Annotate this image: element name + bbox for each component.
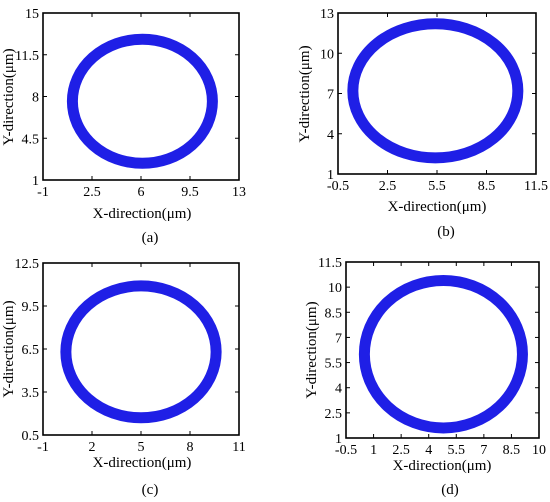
y-tick-label: 7 [327, 88, 334, 103]
x-tick-label: -0.5 [335, 443, 357, 458]
x-tick-label: 8.5 [478, 179, 496, 194]
x-tick-label: 2.5 [83, 185, 101, 200]
x-tick-label: 5.5 [448, 443, 466, 458]
y-tick-label: 4.5 [22, 132, 40, 147]
y-tick-label: 13 [320, 7, 334, 22]
y-tick-label: 10 [320, 47, 334, 62]
panel-label: (a) [142, 230, 159, 246]
x-tick-label: -0.5 [327, 179, 349, 194]
x-tick-label: 6 [138, 185, 145, 200]
y-tick-label: 2.5 [325, 407, 343, 422]
y-axis-label: Y-direction(μm) [1, 300, 17, 397]
axes-frame [42, 262, 240, 436]
x-tick-label: 5.5 [428, 179, 446, 194]
y-tick-label: 8 [32, 91, 39, 106]
y-tick-label: 15 [25, 7, 39, 22]
subplot-4: -0.5 1 2.5 4 5.5 7 8.5 1012.545.578.51011.5X-di… [304, 256, 546, 498]
subplot-1: -1 2.5 6 9.5 13 1 4.5 8 11.5 15 X-direction(μm) Y-d… [1, 7, 246, 246]
y-tick-label: 11.5 [15, 49, 39, 64]
panel-label: (c) [142, 482, 159, 498]
x-tick-label: 8 [187, 440, 194, 455]
axes-frame [345, 261, 540, 439]
x-axis-label: X-direction(μm) [393, 458, 492, 474]
y-tick-label: 1 [335, 432, 342, 447]
x-tick-label: 7 [480, 443, 487, 458]
trajectory-ring [347, 18, 524, 164]
x-tick-label: 2 [89, 440, 96, 455]
trajectory-ring [66, 33, 218, 169]
y-tick-label: 0.5 [22, 429, 40, 444]
subplot-2: -0.5 2.5 5.5 8.5 11.5 1 4 7 10 13 X-direction(μm) Y… [297, 7, 548, 240]
x-tick-label: -1 [37, 440, 49, 455]
y-tick-label: 11.5 [318, 256, 342, 271]
y-axis-label: Y-direction(μm) [297, 45, 313, 142]
y-tick-label: 8.5 [325, 306, 343, 321]
trajectory-ring [358, 274, 528, 434]
y-axis-label: Y-direction(μm) [304, 301, 320, 398]
y-tick-label: 1 [327, 168, 334, 183]
x-tick-label: 4 [425, 443, 432, 458]
panel-label: (d) [441, 482, 459, 498]
y-tick-label: 10 [328, 281, 342, 296]
trajectory-ring [60, 280, 222, 424]
y-tick-label: 6.5 [22, 343, 40, 358]
subplot-3: -1 2 5 8 11 0.5 3.5 6.5 9.5 12.5 X-direction(μm) Y-… [1, 257, 246, 498]
x-tick-label: 10 [532, 443, 546, 458]
x-axis-label: X-direction(μm) [388, 199, 487, 215]
y-tick-label: 7 [335, 331, 342, 346]
x-tick-label: 9.5 [181, 185, 199, 200]
x-axis-label: X-direction(μm) [93, 206, 192, 222]
x-tick-label: 1 [370, 443, 377, 458]
x-tick-label: 8.5 [503, 443, 521, 458]
x-axis-label: X-direction(μm) [93, 455, 192, 471]
x-tick-label: 2.5 [379, 179, 397, 194]
y-tick-label: 3.5 [22, 386, 40, 401]
axes-frame [337, 12, 537, 175]
y-tick-label: 12.5 [15, 257, 40, 272]
x-tick-label: 2.5 [392, 443, 410, 458]
x-tick-label: 11.5 [524, 179, 548, 194]
y-tick-label: 5.5 [325, 357, 343, 372]
y-axis-label: Y-direction(μm) [1, 48, 17, 145]
y-tick-label: 4 [327, 128, 334, 143]
y-tick-label: 4 [335, 382, 342, 397]
y-tick-label: 9.5 [22, 300, 40, 315]
x-tick-label: 13 [232, 185, 246, 200]
x-tick-label: 11 [232, 440, 245, 455]
x-tick-label: 5 [138, 440, 145, 455]
x-tick-label: -1 [37, 185, 49, 200]
y-tick-label: 1 [32, 174, 39, 189]
panel-label: (b) [437, 224, 455, 240]
